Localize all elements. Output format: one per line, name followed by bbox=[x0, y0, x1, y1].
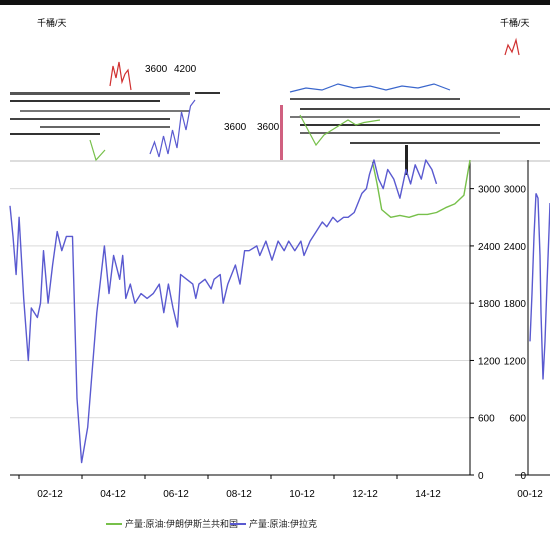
top-fragment-lines bbox=[89, 37, 520, 162]
unit-label-right: 千桶/天 bbox=[500, 17, 530, 28]
x-tick-label: 04-12 bbox=[100, 489, 126, 500]
overlay-label: 3600 bbox=[145, 64, 168, 75]
inset-y-tick-labels: 0 600 1200 1800 2400 3000 bbox=[504, 185, 527, 482]
overlay-label: 3600 bbox=[224, 122, 247, 133]
inset-x-tick-label: 00-12 bbox=[517, 489, 543, 500]
artifact-block bbox=[290, 116, 520, 118]
x-tick-label: 08-12 bbox=[226, 489, 252, 500]
artifact-block bbox=[10, 160, 550, 162]
artifact-block bbox=[300, 132, 500, 134]
top-fragment-line bbox=[289, 83, 451, 93]
top-fragment-line bbox=[299, 114, 381, 147]
artifact-block bbox=[10, 118, 170, 120]
overlay-label: 4200 bbox=[174, 64, 197, 75]
artifact-block bbox=[350, 142, 540, 144]
x-tick-label: 06-12 bbox=[163, 489, 189, 500]
rendering-artifact-band bbox=[0, 0, 550, 175]
inset-y-tick-label: 600 bbox=[509, 414, 526, 425]
series-lines bbox=[9, 159, 471, 464]
legend-label-iran: 产量:原油:伊朗伊斯兰共和国 bbox=[125, 518, 238, 529]
y-tick-label: 600 bbox=[478, 414, 495, 425]
y-tick-label: 1200 bbox=[478, 356, 501, 367]
artifact-block bbox=[10, 100, 160, 102]
inset-series-line-iraq bbox=[529, 193, 550, 380]
artifact-block bbox=[10, 133, 100, 135]
gridlines bbox=[10, 188, 470, 419]
y-tick-label: 1800 bbox=[478, 299, 501, 310]
top-fragment-line bbox=[504, 37, 520, 56]
top-fragment-line bbox=[109, 61, 132, 91]
x-tick-label: 02-12 bbox=[37, 489, 63, 500]
inset-y-tick-label: 2400 bbox=[504, 242, 527, 253]
top-fragment-line bbox=[149, 99, 196, 158]
artifact-block bbox=[280, 105, 283, 160]
x-tick-label: 14-12 bbox=[415, 489, 441, 500]
artifact-block bbox=[405, 145, 408, 175]
y-tick-label: 2400 bbox=[478, 242, 501, 253]
inset-y-tick-label: 1200 bbox=[504, 356, 527, 367]
artifact-block bbox=[300, 108, 550, 110]
artifact-block bbox=[300, 124, 540, 126]
artifact-block bbox=[20, 110, 190, 112]
inset-x-tick-labels: 00-12 bbox=[517, 489, 543, 500]
artifact-block bbox=[195, 92, 220, 94]
overlay-label: 3600 bbox=[257, 122, 280, 133]
x-tick-label: 10-12 bbox=[289, 489, 315, 500]
inset-y-tick-label: 3000 bbox=[504, 185, 527, 196]
artifact-block bbox=[10, 92, 190, 95]
x-tick-label: 12-12 bbox=[352, 489, 378, 500]
inset-y-tick-label: 0 bbox=[520, 471, 526, 482]
unit-label-left: 千桶/天 bbox=[37, 17, 67, 28]
artifact-block bbox=[290, 98, 460, 100]
series-line-iraq bbox=[9, 159, 438, 464]
inset-series-line bbox=[529, 193, 550, 380]
artifact-block bbox=[40, 126, 170, 128]
y-tick-label: 3000 bbox=[478, 185, 501, 196]
series-line-iran bbox=[371, 159, 471, 218]
y-tick-label: 0 bbox=[478, 471, 484, 482]
legend-label-iraq: 产量:原油:伊拉克 bbox=[249, 518, 317, 529]
legend: 产量:原油:伊朗伊斯兰共和国 产量:原油:伊拉克 bbox=[106, 518, 317, 529]
inset-y-tick-label: 1800 bbox=[504, 299, 527, 310]
y-tick-labels: 0 600 1200 1800 2400 3000 bbox=[470, 185, 501, 482]
top-fragment-line bbox=[89, 139, 106, 162]
top-dark-bar bbox=[0, 0, 550, 5]
x-tick-labels: 02-12 04-12 06-12 08-12 10-12 12-12 14-12 bbox=[18, 475, 441, 500]
